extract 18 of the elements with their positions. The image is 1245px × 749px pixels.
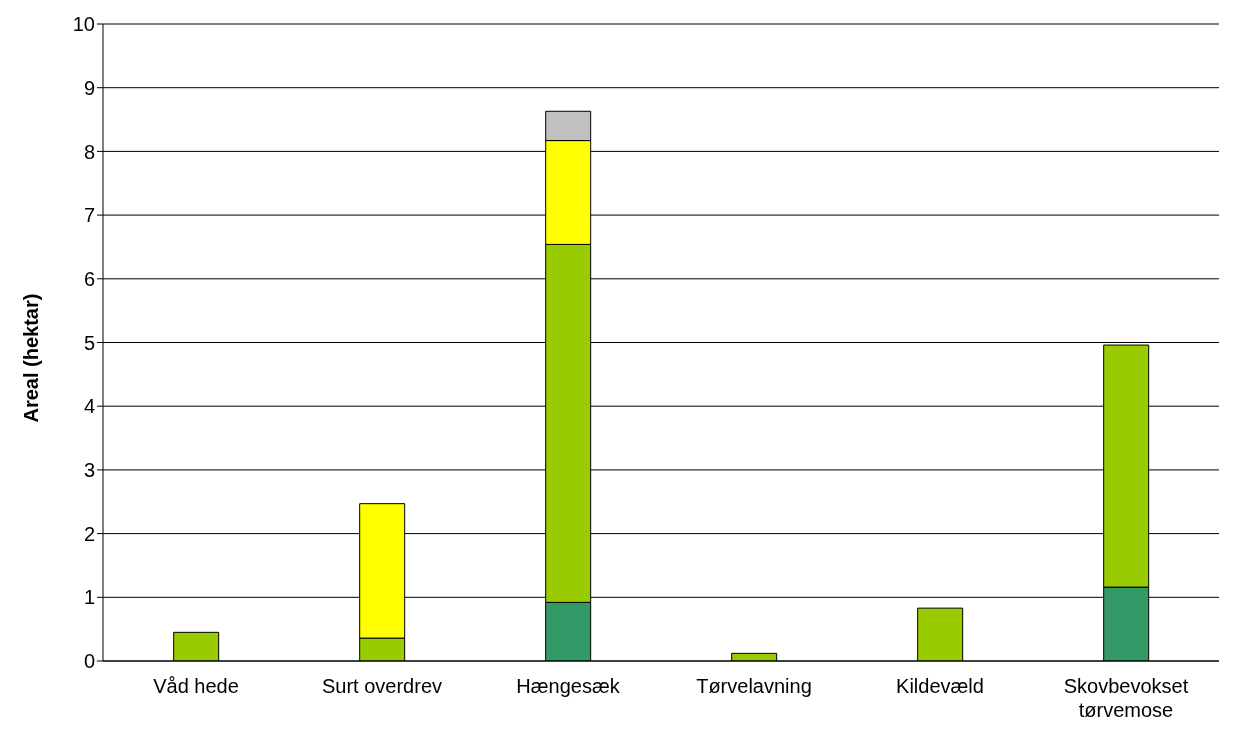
x-tick-label: Våd hede [153, 675, 239, 697]
x-tick-label: Kildevæld [896, 675, 984, 697]
y-tick-label: 0 [83, 650, 95, 673]
x-tick-label: Skovbevokset tørvemose [1063, 675, 1189, 721]
y-tick-label: 3 [83, 459, 95, 481]
y-tick-label: 9 [83, 76, 95, 99]
x-tick-label: Tørvelavning [696, 675, 812, 697]
y-tick-label: 4 [83, 395, 95, 418]
y-tick-label: 10 [72, 13, 95, 36]
y-tick-label: 1 [83, 586, 95, 609]
y-tick-label: 2 [83, 522, 95, 545]
x-tick-label: Surt overdrev [321, 675, 443, 697]
y-tick-label: 7 [83, 204, 95, 227]
y-tick-label: 5 [83, 331, 95, 354]
y-tick-label: 8 [83, 140, 95, 163]
y-tick-label: 6 [83, 267, 95, 290]
y-axis-title: Areal (hektar) [20, 293, 43, 423]
x-tick-label: Hængesæk [516, 675, 621, 697]
